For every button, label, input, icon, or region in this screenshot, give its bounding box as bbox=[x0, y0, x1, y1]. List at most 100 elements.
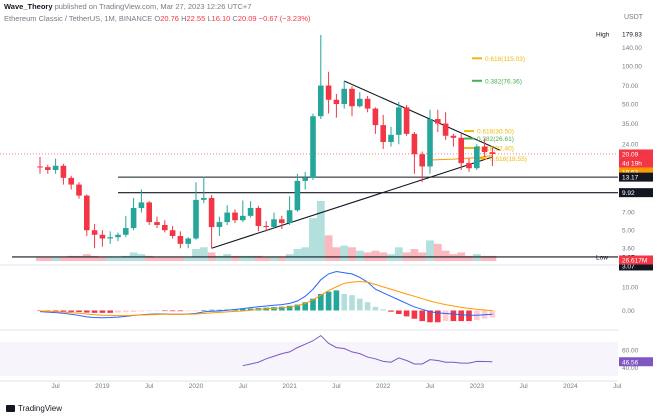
time-axis-tick: Jul bbox=[239, 383, 248, 390]
fib-level-label: 0.618(18.55) bbox=[490, 156, 527, 163]
volume-bar bbox=[238, 255, 247, 261]
volume-bar bbox=[254, 255, 263, 261]
price-label-box bbox=[619, 149, 653, 159]
candle-body bbox=[294, 180, 301, 211]
volume-bar bbox=[153, 257, 161, 261]
macd-histogram-bar bbox=[91, 310, 98, 313]
author-name[interactable]: Wave_Theory bbox=[4, 2, 53, 11]
macd-line bbox=[39, 271, 493, 319]
rsi-value-box bbox=[619, 357, 653, 367]
fib-level-label: 0.618(30.50) bbox=[477, 129, 514, 136]
macd-histogram-bar bbox=[76, 310, 82, 313]
candle-body bbox=[169, 230, 176, 236]
volume-bar bbox=[394, 247, 403, 261]
currency-label: USDT bbox=[624, 14, 644, 21]
volume-bar bbox=[82, 254, 91, 261]
volume-bar bbox=[285, 254, 294, 261]
descending-trendline bbox=[343, 80, 501, 151]
candle-body bbox=[403, 107, 410, 134]
candle-body bbox=[162, 224, 168, 231]
price-label-box bbox=[619, 158, 653, 168]
candle-body bbox=[45, 167, 51, 170]
candle-body bbox=[123, 228, 129, 235]
candle-body bbox=[138, 202, 145, 208]
candle-body bbox=[333, 99, 340, 104]
candle-body bbox=[481, 146, 488, 153]
candle-body bbox=[419, 154, 425, 167]
time-axis-tick: Jul bbox=[613, 383, 622, 390]
volume-bar bbox=[121, 255, 130, 261]
macd-histogram-bar bbox=[99, 310, 106, 313]
volume-bar bbox=[324, 235, 333, 261]
candle-body bbox=[216, 222, 223, 228]
candle-body bbox=[302, 177, 308, 181]
macd-histogram-bar bbox=[154, 310, 160, 312]
macd-histogram-bar bbox=[52, 310, 59, 312]
volume-bar bbox=[215, 255, 224, 261]
candle-body bbox=[357, 98, 363, 107]
candle-body bbox=[450, 135, 457, 138]
candle-body bbox=[310, 116, 316, 178]
volume-bar bbox=[465, 255, 473, 261]
symbol-name[interactable]: Ethereum Classic / TetherUS, 1M, BINANCE bbox=[4, 14, 153, 23]
candle-body bbox=[380, 125, 386, 142]
candle-body bbox=[271, 219, 277, 228]
ohlc-open: O20.76 bbox=[154, 14, 179, 23]
candle-body bbox=[107, 237, 113, 239]
candle-body bbox=[91, 230, 98, 235]
volume-bar bbox=[309, 218, 317, 261]
ohlc-low: L16.10 bbox=[207, 14, 231, 23]
macd-histogram-bar bbox=[177, 310, 184, 312]
macd-histogram-bar bbox=[115, 310, 121, 313]
volume-bar bbox=[67, 255, 76, 261]
macd-histogram-bar bbox=[325, 291, 332, 311]
candle-body bbox=[263, 225, 269, 228]
macd-histogram-bar bbox=[185, 310, 191, 312]
macd-histogram-bar bbox=[349, 295, 355, 311]
macd-signal-line bbox=[39, 280, 493, 317]
macd-histogram-bar bbox=[279, 306, 285, 311]
macd-histogram-bar bbox=[138, 310, 145, 312]
published-text: published on TradingView.com, Mar 27, 20… bbox=[54, 2, 252, 11]
price-label-value: 20.09 bbox=[622, 151, 639, 158]
candles-group bbox=[37, 35, 496, 249]
volume-bar bbox=[106, 257, 115, 261]
macd-histogram-bar bbox=[466, 310, 472, 322]
macd-histogram-bar bbox=[489, 310, 496, 318]
price-label-box bbox=[619, 261, 653, 271]
macd-histogram-bar bbox=[364, 302, 371, 311]
candle-body bbox=[185, 238, 191, 244]
price-axis-tick: 7.00 bbox=[622, 209, 635, 216]
time-axis-tick: 2023 bbox=[470, 383, 485, 390]
candle-body bbox=[364, 98, 371, 109]
volume-bar bbox=[277, 257, 286, 261]
rsi-line bbox=[242, 334, 493, 367]
macd-histogram-bar bbox=[60, 310, 67, 312]
time-axis-tick: Jul bbox=[519, 383, 528, 390]
macd-histogram-bar bbox=[240, 309, 246, 311]
tradingview-logo-icon bbox=[6, 405, 15, 412]
price-axis-tick: 3.60 bbox=[622, 246, 635, 253]
volume-bar bbox=[441, 250, 450, 261]
macd-histogram-bar bbox=[450, 310, 457, 322]
footer-brand: TradingView bbox=[6, 404, 62, 413]
macd-histogram-bar bbox=[318, 293, 324, 311]
volume-bar bbox=[387, 254, 395, 261]
volume-bar bbox=[449, 254, 458, 261]
candle-body bbox=[130, 207, 137, 229]
rsi-last-value: 46.56 bbox=[622, 359, 639, 366]
macd-histogram-bar bbox=[357, 298, 363, 311]
macd-histogram-bar bbox=[411, 310, 418, 319]
macd-histogram-bar bbox=[201, 310, 207, 311]
macd-axis-tick: 10.00 bbox=[622, 284, 639, 291]
candle-body bbox=[341, 88, 347, 104]
candle-body bbox=[388, 134, 394, 142]
candle-body bbox=[474, 146, 480, 169]
time-axis-tick: Jul bbox=[145, 383, 154, 390]
macd-histogram-bar bbox=[208, 309, 215, 311]
volume-bar bbox=[480, 255, 489, 261]
candle-body bbox=[279, 219, 285, 224]
macd-histogram-bar bbox=[68, 310, 74, 312]
price-label-value: 26.617M bbox=[622, 258, 647, 265]
